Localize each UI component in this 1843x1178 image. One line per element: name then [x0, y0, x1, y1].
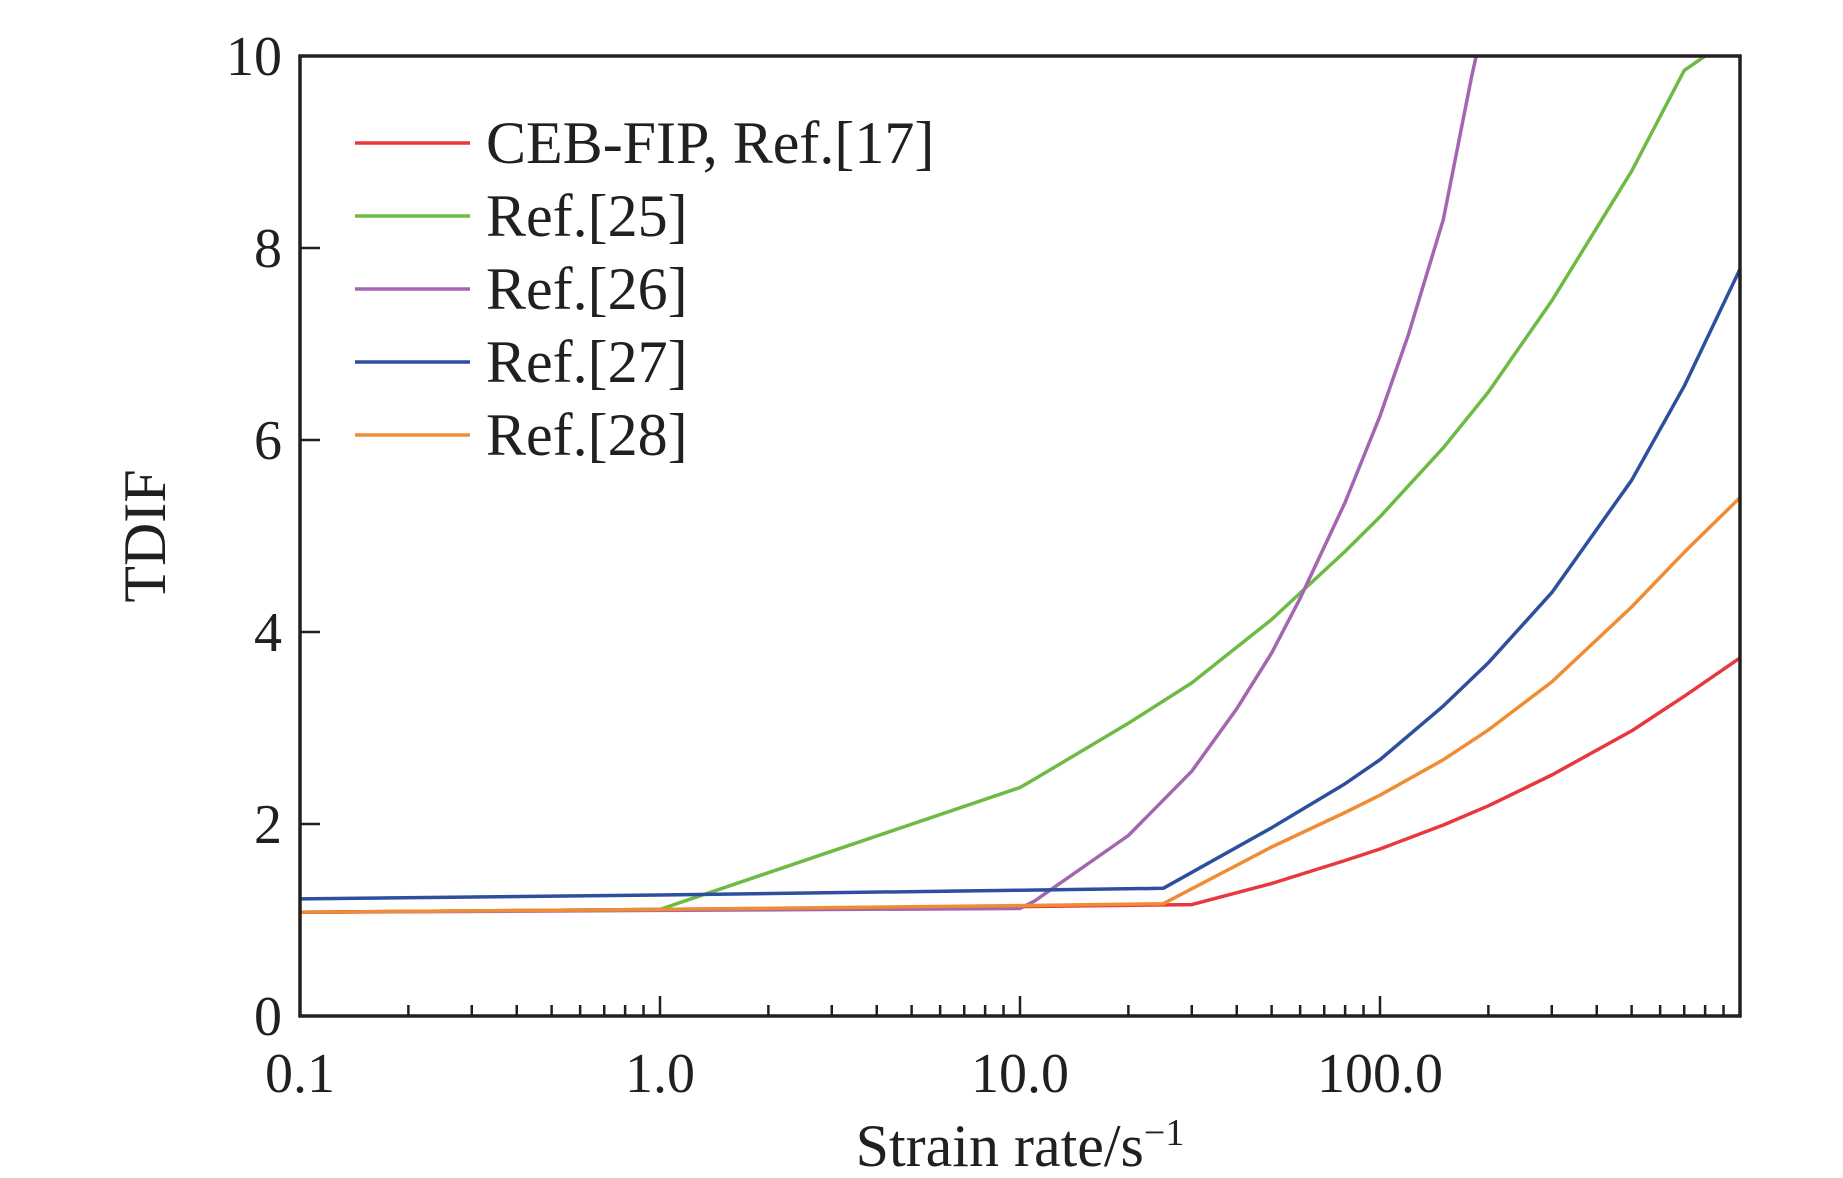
y-tick-label: 2 — [254, 794, 282, 856]
tick-marks — [298, 54, 1725, 1018]
legend-label-5: Ref.[28] — [486, 402, 688, 468]
legend-label-1: CEB-FIP, Ref.[17] — [486, 110, 934, 176]
y-tick-label: 8 — [254, 218, 282, 280]
x-axis-title: Strain rate/s−1 — [856, 1112, 1185, 1178]
series-line-2 — [300, 56, 1707, 915]
series-line-3 — [300, 56, 1478, 915]
x-tick-label: 0.1 — [265, 1043, 335, 1105]
y-tick-labels: 0 2 4 6 8 10 — [226, 26, 282, 1048]
x-tick-label: 10.0 — [971, 1043, 1069, 1105]
series-line-5 — [300, 496, 1740, 915]
legend-label-3: Ref.[26] — [486, 256, 688, 322]
plot-area — [298, 54, 1742, 1018]
x-axis-title-text: Strain rate/s — [856, 1113, 1144, 1178]
y-tick-label: 0 — [254, 986, 282, 1048]
y-tick-label: 6 — [254, 410, 282, 472]
x-axis-title-superscript: −1 — [1144, 1112, 1184, 1154]
series-layer — [300, 56, 1740, 915]
x-tick-labels: 0.1 1.0 10.0 100.0 — [265, 1043, 1443, 1105]
legend-label-4: Ref.[27] — [486, 329, 688, 395]
y-tick-label: 10 — [226, 26, 282, 88]
series-line-4 — [300, 268, 1740, 901]
y-axis-title: TDIF — [112, 469, 178, 602]
legend: CEB-FIP, Ref.[17] Ref.[25] Ref.[26] Ref.[27… — [355, 110, 934, 468]
x-tick-label: 1.0 — [625, 1043, 695, 1105]
series-line-1 — [300, 656, 1740, 915]
y-tick-label: 4 — [254, 602, 282, 664]
legend-label-2: Ref.[25] — [486, 183, 688, 249]
x-tick-label: 100.0 — [1317, 1043, 1443, 1105]
